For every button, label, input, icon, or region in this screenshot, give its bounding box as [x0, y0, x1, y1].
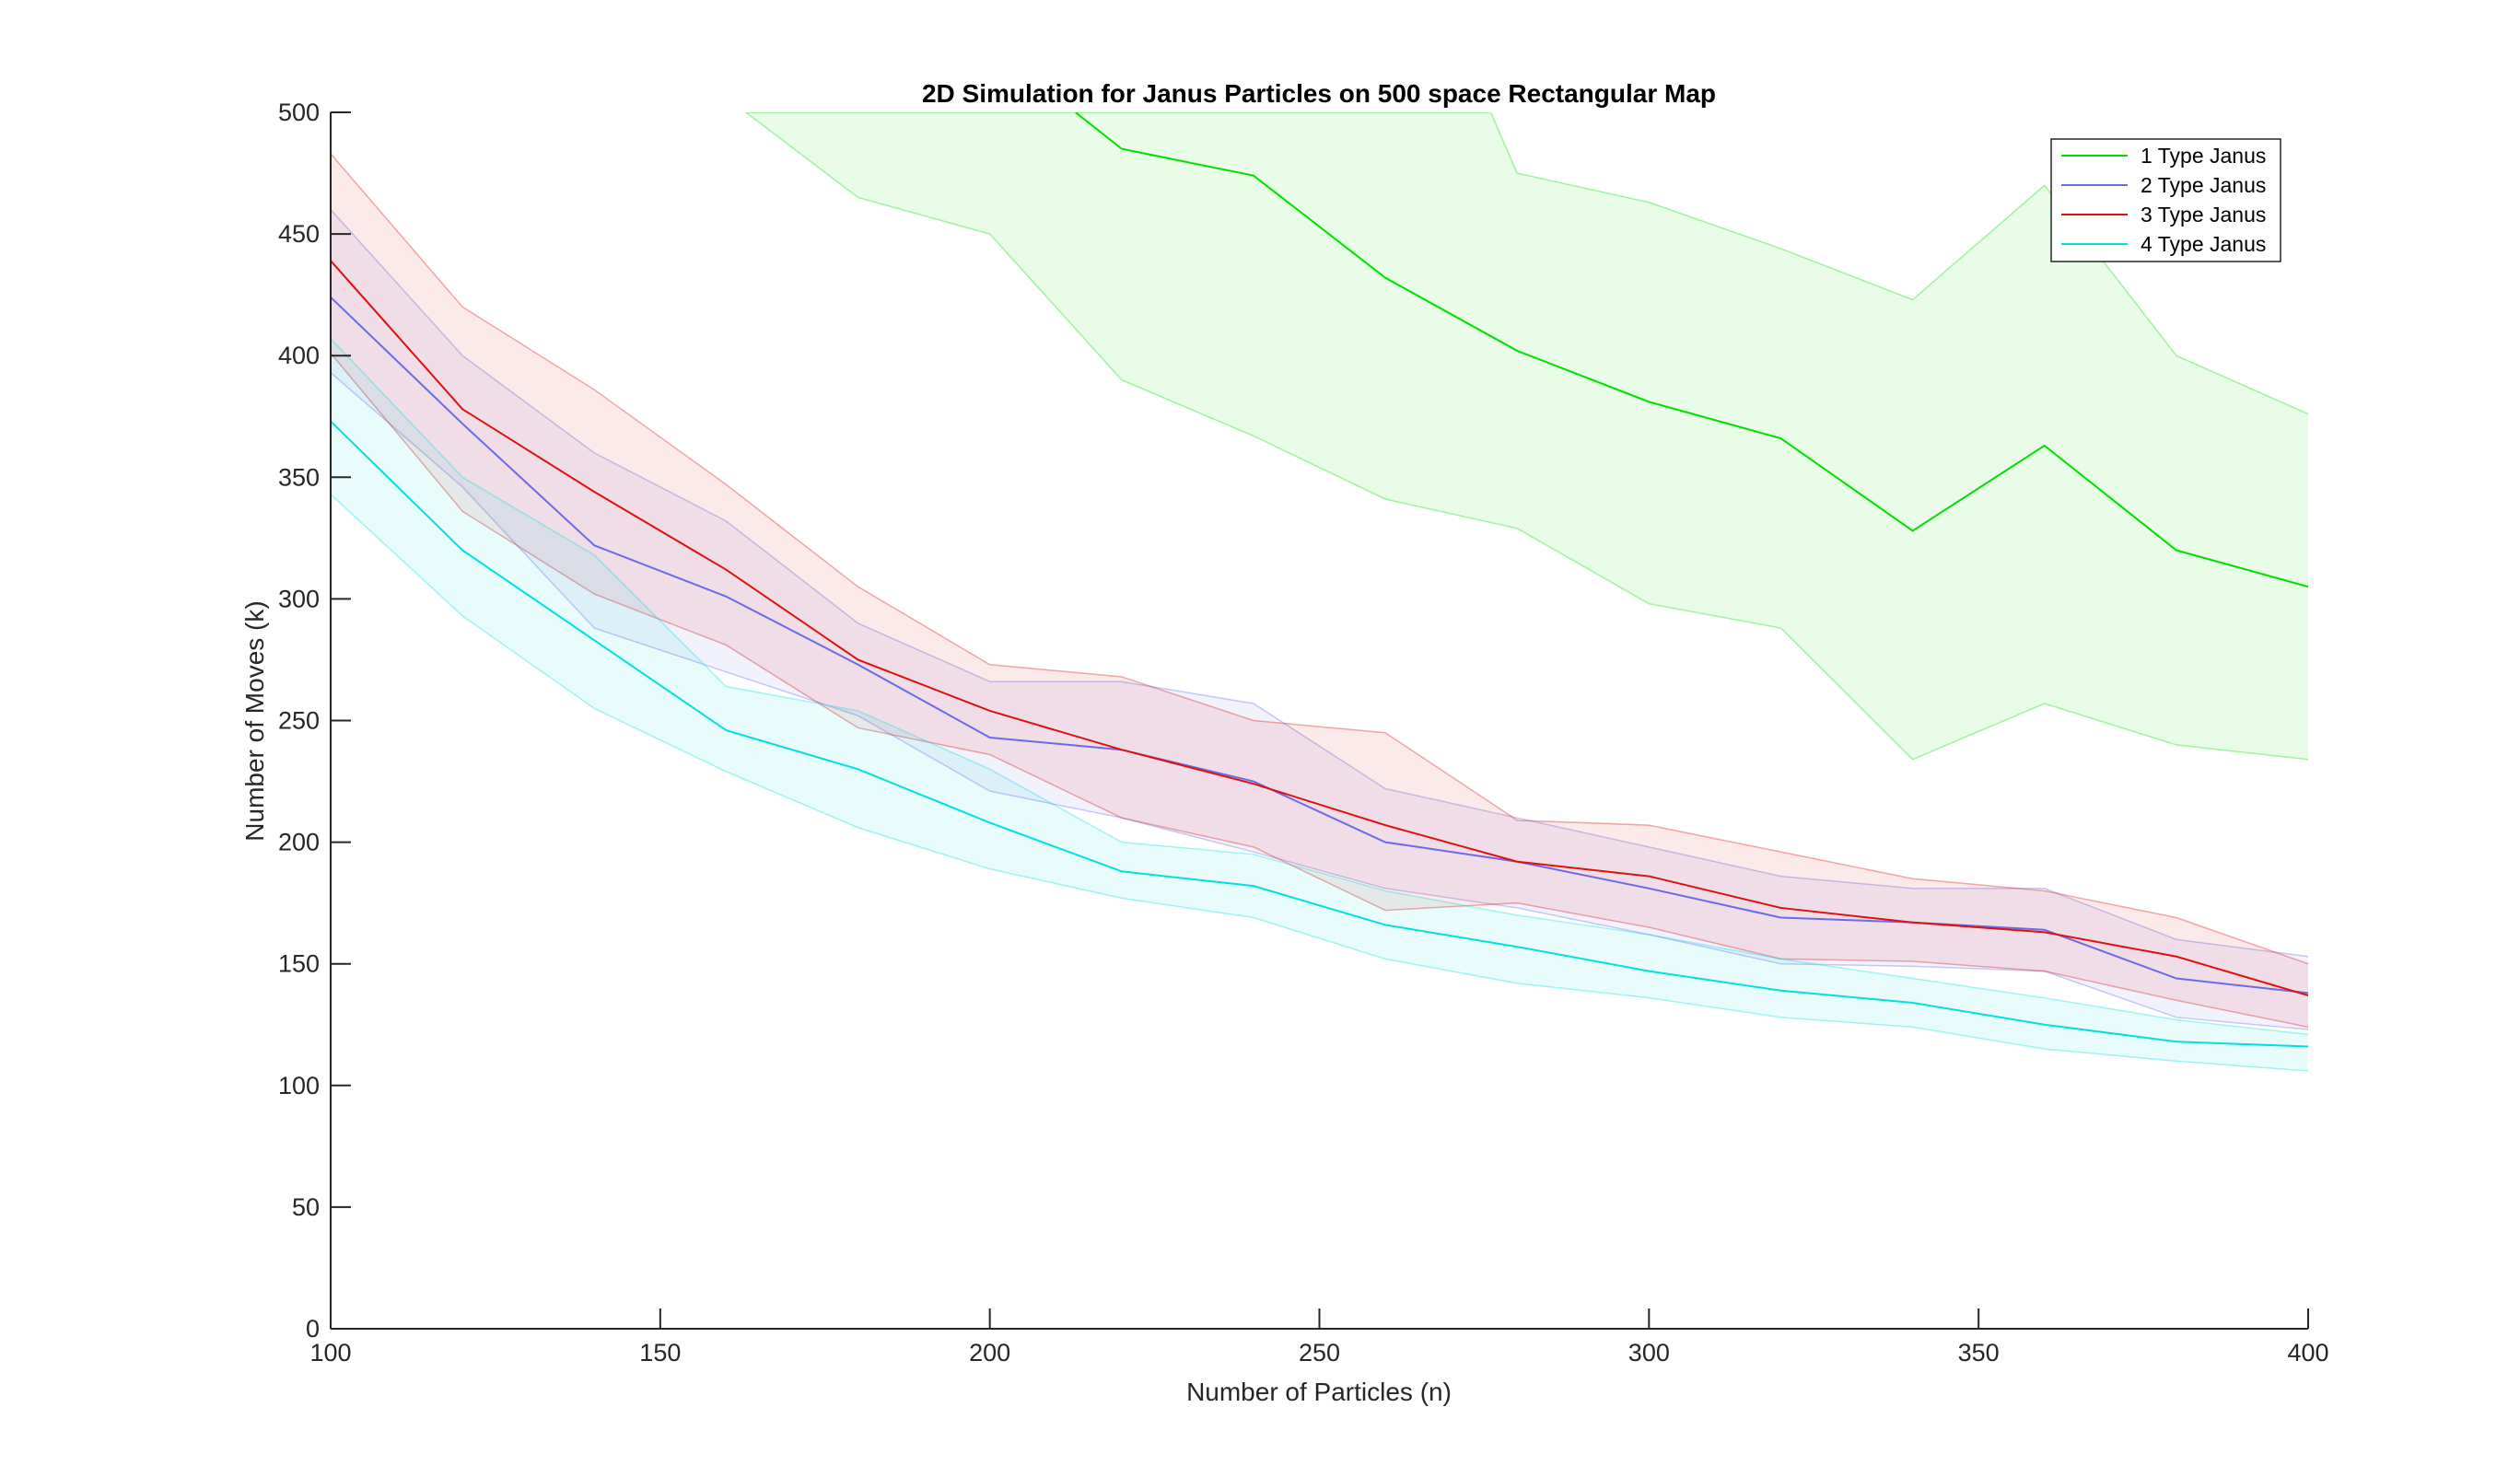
y-tick-label: 0 [306, 1315, 320, 1343]
x-tick-label: 150 [639, 1339, 681, 1367]
y-tick-label: 350 [278, 463, 320, 491]
x-tick-label: 200 [969, 1339, 1010, 1367]
chart-title: 2D Simulation for Janus Particles on 500… [922, 79, 1716, 108]
series-line-3 [331, 260, 2308, 997]
band-fill-series-3 [331, 153, 2308, 1028]
x-tick-label: 350 [1958, 1339, 2000, 1367]
band-upper-series-2 [331, 209, 2308, 958]
x-tick-label: 400 [2287, 1339, 2328, 1367]
y-axis-label: Number of Moves (k) [240, 600, 269, 841]
x-axis-label: Number of Particles (n) [1186, 1378, 1452, 1406]
band-lower-series-4 [331, 494, 2308, 1072]
x-ticks: 100 150 200 250 300 350 400 [309, 1308, 2329, 1367]
legend-label-2: 2 Type Janus [2141, 173, 2266, 197]
band-upper-series-4 [331, 338, 2308, 1036]
x-tick-label: 100 [309, 1339, 351, 1367]
y-tick-label: 200 [278, 829, 320, 856]
x-tick-label: 300 [1628, 1339, 1670, 1367]
y-tick-label: 250 [278, 707, 320, 735]
legend-entry-2: 2 Type Janus [2061, 173, 2266, 197]
legend: 1 Type Janus 2 Type Janus 3 Type Janus 4… [2050, 138, 2281, 262]
band-lower-series-2 [331, 372, 2308, 1030]
legend-box [2050, 138, 2281, 262]
band-fill-series-1 [745, 112, 2308, 760]
confidence-bands [331, 112, 2308, 1072]
band-upper-series-3 [331, 153, 2308, 965]
band-fill-series-4 [331, 338, 2308, 1071]
y-tick-label: 400 [278, 342, 320, 369]
series-line-1 [1075, 112, 2308, 588]
band-fill-series-2 [331, 209, 2308, 1030]
y-tick-label: 450 [278, 220, 320, 248]
y-tick-label: 50 [292, 1193, 320, 1221]
x-tick-label: 250 [1299, 1339, 1340, 1367]
legend-entry-3: 3 Type Janus [2061, 203, 2266, 227]
series-line-4 [331, 420, 2308, 1048]
legend-entry-4: 4 Type Janus [2061, 232, 2266, 256]
y-tick-label: 500 [278, 99, 320, 126]
series-line-2 [331, 297, 2308, 994]
y-tick-label: 100 [278, 1072, 320, 1099]
y-ticks: 0 50 100 150 200 250 300 350 400 450 500 [278, 99, 351, 1343]
legend-label-4: 4 Type Janus [2141, 232, 2266, 256]
legend-entry-1: 1 Type Janus [2061, 144, 2266, 168]
band-lower-series-1 [745, 112, 2308, 761]
y-tick-label: 300 [278, 585, 320, 612]
band-lower-series-3 [331, 353, 2308, 1029]
y-tick-label: 150 [278, 950, 320, 978]
legend-label-1: 1 Type Janus [2141, 144, 2266, 168]
series-lines [331, 112, 2308, 1048]
band-upper-series-1 [745, 112, 2308, 415]
legend-label-3: 3 Type Janus [2141, 203, 2266, 227]
